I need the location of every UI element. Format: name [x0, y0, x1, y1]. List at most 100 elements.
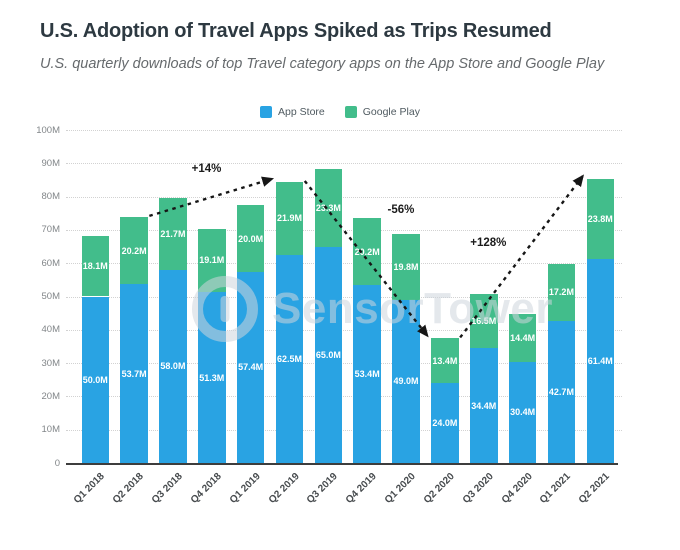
- y-tick-label: 30M: [41, 357, 60, 369]
- y-tick-label: 60M: [41, 257, 60, 269]
- x-tick-label: Q4 2018: [188, 471, 224, 506]
- bar-segment-google-play: 13.4M: [431, 338, 459, 384]
- y-tick-label: 40M: [41, 324, 60, 336]
- bar-value-label: 23.8M: [587, 213, 613, 224]
- bar-value-label: 20.2M: [121, 245, 147, 256]
- bar-segment-app-store: 61.4M: [586, 258, 615, 463]
- bar-value-label: 65.0M: [315, 349, 341, 360]
- bar-value-label: 61.4M: [587, 355, 613, 366]
- bar-value-label: 21.7M: [160, 228, 186, 239]
- bar-segment-google-play: 19.1M: [198, 228, 226, 293]
- x-axis-line: [66, 463, 618, 465]
- bar-segment-app-store: 50.0M: [81, 296, 109, 463]
- y-tick-label: 50M: [41, 291, 60, 302]
- y-tick-label: 20M: [41, 390, 60, 402]
- x-tick-label: Q2 2021: [577, 471, 613, 506]
- chart-area: 0 10M 20M 30M 40M 50M 60M 70M 80M 90M 100M 50.0M 18.…: [36, 124, 622, 506]
- bar-value-label: 34.4M: [471, 400, 497, 411]
- trend-label: +14%: [191, 163, 222, 176]
- x-tick-label: Q1 2021: [538, 471, 574, 506]
- x-tick-label: Q2 2018: [110, 471, 146, 506]
- bar-value-label: 42.7M: [548, 386, 574, 397]
- app-store-swatch-icon: [260, 106, 273, 118]
- y-tick-label: 80M: [41, 191, 60, 203]
- gridline: [66, 130, 622, 131]
- bar-value-label: 23.3M: [315, 202, 341, 213]
- bar-segment-app-store: 53.7M: [120, 284, 148, 463]
- y-tick-label: 10M: [41, 424, 60, 436]
- bar-value-label: 16.5M: [471, 315, 497, 326]
- x-tick-label: Q1 2018: [72, 471, 108, 506]
- bar-segment-app-store: 62.5M: [275, 254, 304, 463]
- bar-value-label: 19.1M: [199, 255, 225, 266]
- legend-label-google-play: Google Play: [362, 106, 420, 118]
- x-tick-label: Q3 2020: [460, 471, 496, 506]
- bar-value-label: 58.0M: [160, 361, 186, 372]
- bar-segment-google-play: 16.5M: [470, 293, 498, 349]
- legend-item-google-play: Google Play: [344, 106, 420, 118]
- bar-value-label: 51.3M: [199, 372, 225, 383]
- bar-segment-app-store: 57.4M: [236, 271, 265, 463]
- gridline: [66, 196, 622, 198]
- bar-segment-google-play: 20.2M: [120, 216, 148, 285]
- x-tick-label: Q1 2019: [227, 471, 263, 506]
- bar-value-label: 21.9M: [276, 213, 302, 224]
- legend-label-app-store: App Store: [278, 106, 325, 118]
- bar-value-label: 20.2M: [354, 246, 380, 257]
- bar-segment-app-store: 51.3M: [198, 292, 226, 463]
- x-tick-label: Q4 2020: [499, 471, 535, 506]
- bar-value-label: 53.7M: [121, 368, 147, 379]
- y-tick-label: 100M: [36, 124, 60, 136]
- y-tick-label: 70M: [41, 224, 60, 236]
- bar-segment-app-store: 65.0M: [314, 246, 343, 463]
- bar-value-label: 57.4M: [238, 362, 264, 373]
- bar-segment-google-play: 21.9M: [275, 181, 304, 255]
- trend-label: +128%: [470, 236, 507, 249]
- trend-label: -56%: [387, 204, 415, 217]
- bar-value-label: 13.4M: [432, 355, 458, 366]
- bar-segment-app-store: 30.4M: [508, 361, 537, 463]
- x-tick-label: Q1 2020: [382, 471, 418, 506]
- legend: App Store Google Play: [0, 106, 680, 118]
- bar-value-label: 20.0M: [238, 233, 264, 244]
- bar-value-label: 18.1M: [82, 261, 108, 272]
- gridline: [66, 396, 622, 398]
- bar-value-label: 19.8M: [393, 261, 419, 272]
- gridline: [66, 229, 622, 231]
- bar-value-label: 14.4M: [510, 332, 536, 343]
- bar-segment-google-play: 17.2M: [547, 263, 576, 321]
- x-tick-label: Q4 2019: [344, 471, 379, 506]
- bar-segment-google-play: 20.0M: [236, 205, 265, 272]
- chart-subtitle: U.S. quarterly downloads of top Travel c…: [40, 56, 605, 72]
- x-tick-label: Q2 2020: [421, 471, 457, 506]
- bar-segment-google-play: 21.7M: [159, 197, 187, 270]
- gridline: [66, 363, 622, 365]
- bar-value-label: 49.0M: [393, 376, 419, 387]
- bar-value-label: 53.4M: [354, 369, 380, 380]
- bar-value-label: 17.2M: [548, 287, 574, 298]
- bar-segment-app-store: 24.0M: [431, 383, 459, 463]
- y-tick-label: 90M: [41, 157, 60, 169]
- bar-segment-app-store: 49.0M: [392, 299, 420, 463]
- gridline: [66, 263, 622, 265]
- bar-segment-google-play: 20.2M: [353, 217, 381, 286]
- bar-segment-google-play: 18.1M: [81, 236, 109, 297]
- bar-segment-app-store: 58.0M: [159, 269, 187, 463]
- bar-value-label: 50.0M: [82, 374, 108, 385]
- chart-title: U.S. Adoption of Travel Apps Spiked as T…: [40, 20, 552, 42]
- gridline: [66, 163, 622, 165]
- bar-segment-app-store: 34.4M: [470, 348, 498, 463]
- legend-item-app-store: App Store: [260, 106, 325, 118]
- gridline: [66, 429, 622, 431]
- bar-segment-google-play: 14.4M: [508, 313, 537, 362]
- bar-value-label: 24.0M: [432, 418, 458, 429]
- bar-value-label: 30.4M: [510, 407, 536, 418]
- x-tick-label: Q3 2018: [149, 471, 185, 506]
- google-play-swatch-icon: [344, 106, 357, 118]
- x-tick-label: Q2 2019: [266, 471, 302, 506]
- gridline: [66, 329, 622, 331]
- bar-segment-app-store: 42.7M: [547, 320, 576, 463]
- gridline: [66, 296, 622, 298]
- bar-segment-app-store: 53.4M: [353, 285, 381, 463]
- y-tick-label: 0: [54, 457, 60, 469]
